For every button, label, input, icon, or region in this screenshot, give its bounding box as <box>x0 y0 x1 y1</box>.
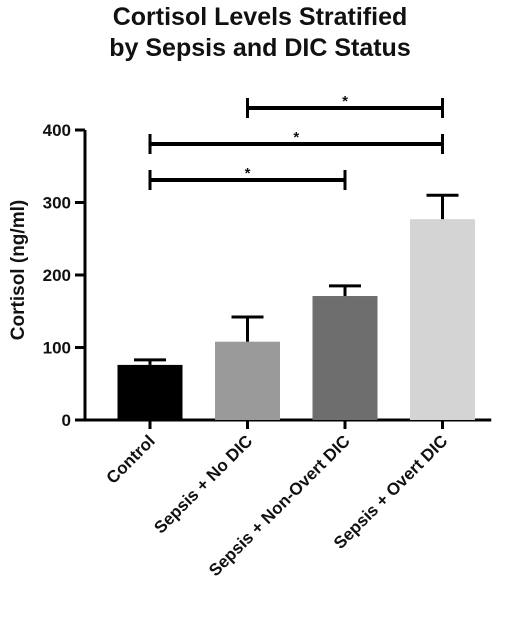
chart-title-line2: by Sepsis and DIC Status <box>109 34 411 62</box>
y-tick-label: 400 <box>43 121 71 140</box>
bar <box>215 341 280 420</box>
x-tick-label: Control <box>103 431 159 487</box>
chart-title: Cortisol Levels Stratified by Sepsis and… <box>0 2 520 64</box>
y-tick-label: 0 <box>62 411 71 430</box>
y-tick-label: 300 <box>43 194 71 213</box>
significance-label: * <box>342 93 348 110</box>
bar <box>410 219 475 420</box>
y-tick-label: 100 <box>43 339 71 358</box>
y-axis-label: Cortisol (ng/ml) <box>8 200 29 340</box>
significance-label: * <box>245 165 251 182</box>
x-tick-label: Sepsis + No DIC <box>150 431 256 537</box>
y-tick-label: 200 <box>43 266 71 285</box>
bar <box>117 364 183 420</box>
bar <box>312 296 378 420</box>
significance-label: * <box>293 129 299 146</box>
chart-title-line1: Cortisol Levels Stratified <box>112 3 408 31</box>
